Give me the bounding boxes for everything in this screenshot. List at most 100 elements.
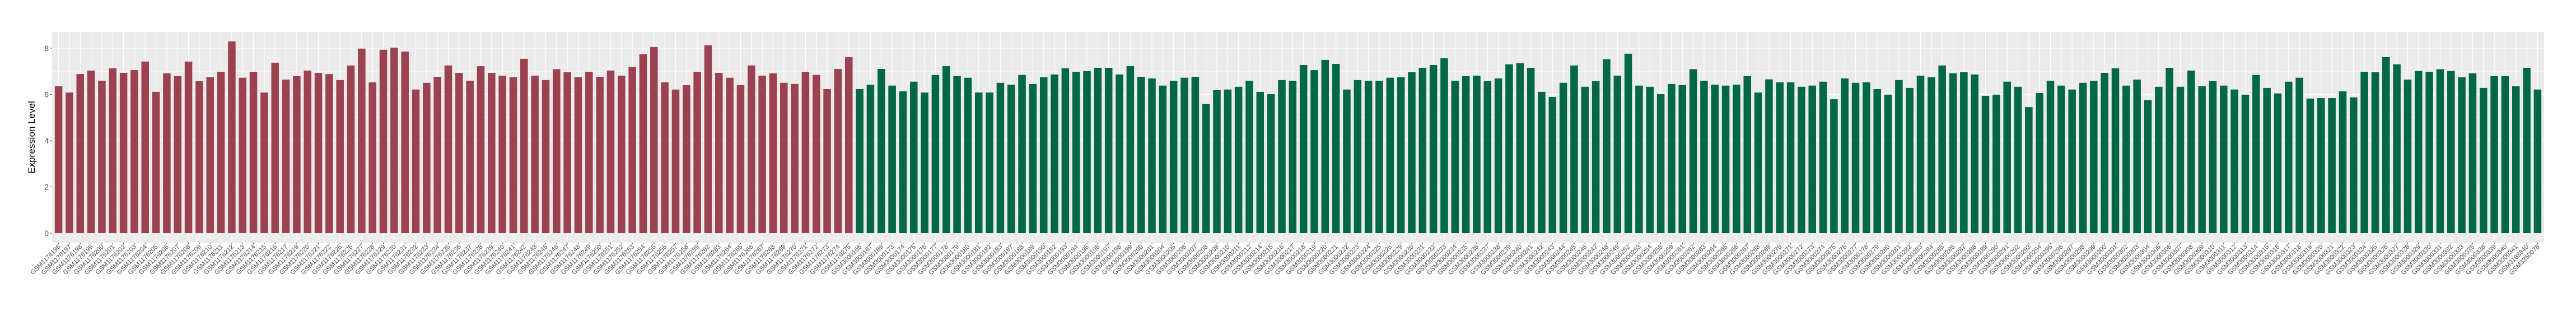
bar-GSM3000238 [1494,78,1502,234]
bar-GSM3000280 [1884,94,1892,234]
bar-GSM3000300 [2101,73,2108,234]
bar-GSM3000253 [1635,85,1643,234]
bar-GSM3000243 [1548,96,1557,234]
bar-GSM3000176 [921,92,928,234]
bar-GSM3000276 [1841,78,1849,234]
bar-GSM3000218 [1299,65,1308,234]
bar-GSM1176197 [66,92,73,234]
bar-GSM1176256 [661,82,669,234]
bar-GSM3000169 [877,69,885,234]
bar-GSM3000265 [1721,85,1730,234]
bar-GSM3000190 [1039,77,1048,234]
bar-GSM3000279 [1873,89,1881,234]
bar-GSM3000198 [1116,74,1123,234]
bar-GSM3000212 [1245,81,1253,234]
bar-GSM3000236 [1473,76,1481,234]
bar-GSM3000201 [1148,78,1156,234]
bar-GSM1176209 [195,81,203,234]
bar-GSM3000193 [1061,68,1070,234]
bar-GSM1176273 [823,89,831,234]
bar-GSM3000323 [2350,97,2358,234]
bar-GSM3000241 [1527,67,1535,234]
bar-GSM3000267 [1743,76,1752,234]
bar-GSM1176217 [282,80,290,234]
bar-GSM1176268 [769,73,777,234]
bar-GSM1176243 [531,76,539,234]
bar-GSM1176259 [693,71,701,234]
bar-GSM1176210 [206,77,214,234]
bar-GSM3000285 [1938,65,1946,234]
bar-GSM1176208 [184,61,193,234]
bar-GSM3000207 [1191,77,1200,234]
bar-GSM3000283 [1916,76,1925,234]
bar-GSM3000295 [2046,81,2055,234]
bar-GSM3000327 [2393,64,2401,234]
bar-GSM1176205 [152,91,160,234]
bar-GSM3000322 [2339,91,2347,234]
bar-GSM1176233 [423,82,431,234]
bar-GSM1176215 [260,92,268,234]
bar-GSM1176265 [736,85,745,234]
bar-GSM1176229 [379,49,388,234]
bar-GSM3000216 [1278,80,1286,234]
bar-GSM3000272 [1798,86,1805,234]
bar-GSM3000247 [1592,81,1600,234]
bar-GSM1176249 [585,71,593,234]
bar-GSM3000278 [1863,82,1870,234]
bar-GSM3000248 [1603,59,1611,234]
bar-GSM1176230 [390,48,398,234]
bar-GSM1176239 [488,73,496,234]
bar-GSM3000249 [1613,76,1622,234]
bar-GSM3000304 [2144,100,2152,234]
bar-GSM1176211 [217,71,225,234]
bar-GSM3000178 [942,66,950,234]
bar-GSM3000309 [2198,86,2206,234]
y-tick-label: 2 [44,183,49,192]
bar-GSM3000269 [1765,79,1773,234]
y-tick-label: 8 [44,44,49,53]
bar-GSM3000299 [2090,81,2098,234]
y-tick-label: 6 [44,90,49,99]
bar-GSM3000326 [2382,57,2390,234]
bar-GSM3000316 [2274,93,2282,234]
bar-GSM3000183 [996,82,1005,234]
bar-GSM1176200 [98,81,106,234]
bar-GSM1176254 [639,54,647,234]
bar-GSM3000303 [2133,80,2141,234]
bar-GSM1176250 [596,77,604,234]
bar-GSM1176257 [671,89,680,234]
bar-GSM1176204 [141,61,150,234]
bar-GSM1176252 [618,76,626,234]
bar-GSM3000189 [1029,83,1037,234]
bar-GSM3000328 [2404,80,2412,234]
bar-GSM1176201 [109,68,117,234]
bar-GSM3000268 [1754,92,1762,234]
bar-GSM3000259 [1668,83,1676,234]
bar-GSM3000196 [1094,67,1102,234]
bar-GSM1176203 [130,70,138,234]
bar-GSM3000273 [1808,85,1816,234]
bar-GSM1176216 [271,62,279,234]
bar-GSM1176207 [174,76,182,234]
bar-GSM1176251 [606,70,615,234]
y-axis-title: Expression Level [26,101,37,173]
bar-GSM1176253 [628,67,636,234]
bar-GSM1176219 [293,76,301,234]
bar-GSM3000298 [2079,82,2087,234]
bar-GSM3000235 [1462,76,1470,234]
bar-GSM3000199 [1126,66,1135,234]
bar-GSM1176235 [444,65,452,234]
bar-GSM3000197 [1104,67,1113,234]
bar-GSM3000274 [1819,81,1827,234]
bar-GSM1176234 [433,77,441,234]
bar-GSM3000187 [1007,85,1015,234]
bar-GSM3000275 [1830,99,1838,234]
bar-GSM3000221 [1332,63,1340,234]
bar-GSM3000311 [2220,85,2228,234]
bar-GSM3000312 [2230,89,2238,234]
bar-GSM1176196 [54,86,63,234]
bar-GSM3000317 [2285,81,2293,234]
bar-GSM1176272 [813,75,820,234]
bar-GSM3000180 [964,77,972,234]
